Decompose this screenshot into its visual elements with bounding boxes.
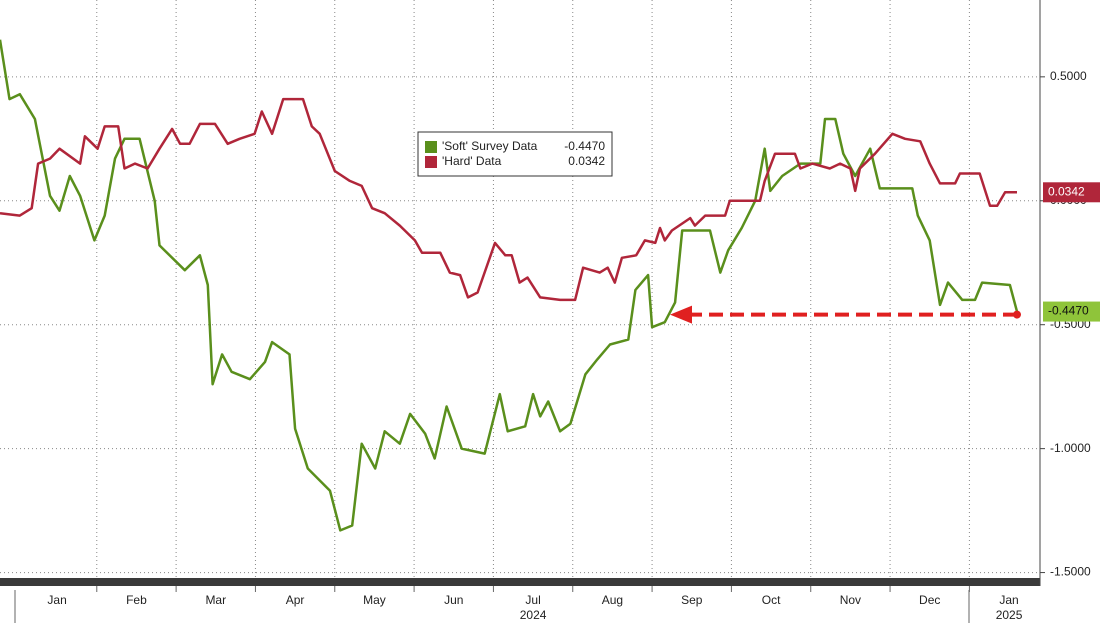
series-line xyxy=(0,97,1017,302)
x-tick-label: Jan xyxy=(47,593,66,607)
legend-value: -0.4470 xyxy=(564,139,605,153)
x-tick-label: Jan xyxy=(999,593,1018,607)
tag-label: -0.4470 xyxy=(1048,304,1089,318)
y-tick-label: -1.5000 xyxy=(1050,565,1091,579)
tag-box xyxy=(1043,301,1100,322)
arrow-head xyxy=(670,305,692,324)
y-tick-label: 0.5000 xyxy=(1050,69,1087,83)
x-tick-label: Dec xyxy=(919,593,940,607)
last-value-tag: -0.4470 xyxy=(1043,301,1100,322)
legend-swatch xyxy=(425,156,437,168)
legend-label: 'Hard' Data xyxy=(442,154,502,168)
tag-box xyxy=(1043,182,1100,203)
legend-label: 'Soft' Survey Data xyxy=(442,139,538,153)
x-tick-label: Sep xyxy=(681,593,703,607)
x-tick-label: Nov xyxy=(840,593,861,607)
legend-value: 0.0342 xyxy=(568,154,605,168)
legend-box xyxy=(417,131,613,177)
x-tick-label: Mar xyxy=(205,593,226,607)
series-line xyxy=(0,39,1019,532)
x-tick-label: Oct xyxy=(762,593,781,607)
x-tick-label: May xyxy=(363,593,386,607)
last-value-tag: 0.0342 xyxy=(1043,182,1100,203)
year-label: 2024 xyxy=(520,608,547,622)
x-tick-label: Feb xyxy=(126,593,147,607)
legend: 'Soft' Survey Data -0.4470 'Hard' Data 0.03… xyxy=(417,131,613,177)
x-axis-bar xyxy=(0,578,1040,586)
x-tick-label: Jun xyxy=(444,593,463,607)
x-tick-label: Aug xyxy=(602,593,623,607)
arrow-dot xyxy=(1012,310,1021,319)
legend-swatch xyxy=(425,141,437,153)
y-tick-label: -1.0000 xyxy=(1050,441,1091,455)
x-tick-label: Jul xyxy=(525,593,540,607)
x-tick-label: Apr xyxy=(286,593,305,607)
year-label: 2025 xyxy=(996,608,1023,622)
tag-label: 0.0342 xyxy=(1048,184,1085,198)
